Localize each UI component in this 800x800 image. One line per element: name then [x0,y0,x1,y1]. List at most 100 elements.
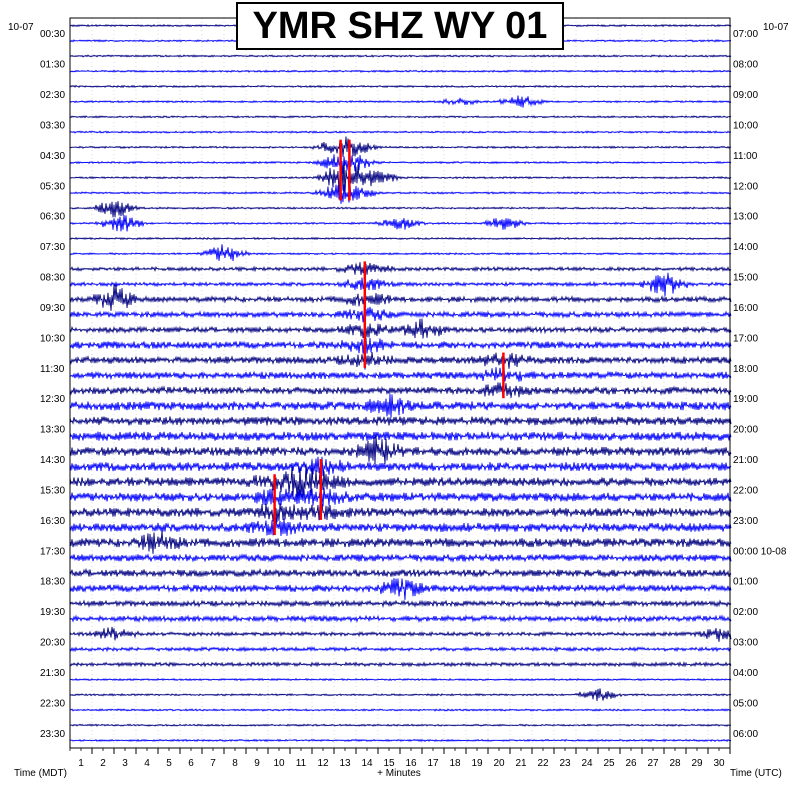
trace-row [69,54,732,58]
right-time-label: 08:00 [733,60,758,71]
left-time-label: 12:30 [40,394,65,405]
right-time-label: 18:00 [733,364,758,375]
x-tick-label: 20 [493,758,505,769]
left-time-label: 02:30 [40,90,65,101]
trace-row [69,244,732,262]
trace-row [69,435,732,465]
x-tick-label: 23 [559,758,571,769]
x-tick-label: 5 [166,758,172,769]
right-axis-label: Time (UTC) [730,768,782,779]
trace-row [69,318,732,339]
right-time-label: 07:00 [733,29,758,40]
right-time-label: 22:00 [733,485,758,496]
left-time-label: 04:30 [40,151,65,162]
right-time-label: 13:00 [733,212,758,223]
trace-row [69,337,732,354]
right-time-labels: 07:00 08:00 09:00 10:00 11:00 12:00 13:00 14:00… [733,29,787,740]
right-time-label: 14:00 [733,242,758,253]
trace-row [69,645,732,653]
trace-row [69,393,732,418]
x-tick-label: 12 [317,758,329,769]
left-time-label: 07:30 [40,242,65,253]
trace-row [69,154,732,174]
right-time-label: 02:00 [733,607,758,618]
left-time-label: 05:30 [40,181,65,192]
trace-row [69,262,732,276]
right-time-label: 11:00 [733,151,758,162]
trace-row [69,738,732,743]
x-tick-label: 9 [254,758,260,769]
right-time-label: 15:00 [733,273,758,284]
left-time-label: 15:30 [40,485,65,496]
trace-row [69,367,732,382]
left-time-label: 11:30 [40,364,65,375]
trace-row [69,84,732,89]
trace-row [69,306,732,323]
x-tick-label: 17 [427,758,439,769]
x-tick-label: 10 [273,758,285,769]
left-time-label: 20:30 [40,638,65,649]
trace-row [69,284,732,311]
right-time-label: 23:00 [733,516,758,527]
minute-grid [91,18,709,748]
left-time-label: 13:30 [40,425,65,436]
trace-row [69,567,732,579]
station-title-box: YMR SHZ WY 01 [236,2,564,50]
trace-row [69,578,732,600]
left-time-label: 18:30 [40,577,65,588]
x-axis-label: + Minutes [377,768,421,779]
left-time-label: 17:30 [40,546,65,557]
right-time-label: 05:00 [733,698,758,709]
trace-row [69,236,732,241]
left-date-label: 10-07 [8,22,34,33]
left-axis-label: Time (MDT) [14,768,67,779]
trace-row [69,130,732,134]
trace-row [69,503,732,523]
trace-row [69,487,732,507]
left-time-label: 00:30 [40,29,65,40]
x-tick-label: 3 [122,758,128,769]
left-time-label: 03:30 [40,120,65,131]
x-tick-label: 1 [78,758,84,769]
left-time-label: 06:30 [40,212,65,223]
left-time-label: 22:30 [40,698,65,709]
trace-row [69,201,732,218]
station-title: YMR SHZ WY 01 [252,5,548,47]
right-time-label: 20:00 [733,425,758,436]
x-tick-label: 27 [647,758,659,769]
trace-row [69,416,732,426]
left-time-label: 19:30 [40,607,65,618]
trace-row [69,136,732,157]
trace-row [69,688,732,702]
right-time-label: 03:00 [733,638,758,649]
x-tick-label: 6 [188,758,194,769]
x-tick-label: 18 [449,758,461,769]
right-time-label: 09:00 [733,90,758,101]
right-time-label: 19:00 [733,394,758,405]
clipped-event-marks [273,139,505,536]
trace-row [69,215,732,232]
x-tick-label: 25 [603,758,615,769]
x-tick-label: 28 [669,758,681,769]
left-time-label: 08:30 [40,273,65,284]
right-time-label: 17:00 [733,333,758,344]
x-tick-label: 30 [713,758,725,769]
right-time-label: 10:00 [733,120,758,131]
right-time-label: 16:00 [733,303,758,314]
right-time-label: 06:00 [733,729,758,740]
trace-row [69,530,732,554]
right-time-label: 21:00 [733,455,758,466]
x-tick-label: 4 [144,758,150,769]
trace-row [69,661,732,668]
right-time-label: 00:00 10-08 [733,546,787,557]
trace-row [69,69,732,73]
x-tick-label: 2 [100,758,106,769]
trace-row [69,677,732,682]
trace-row [69,272,732,297]
left-time-label: 10:30 [40,333,65,344]
x-tick-label: 13 [339,758,351,769]
right-time-label: 12:00 [733,181,758,192]
left-time-label: 16:30 [40,516,65,527]
trace-row [69,626,732,642]
